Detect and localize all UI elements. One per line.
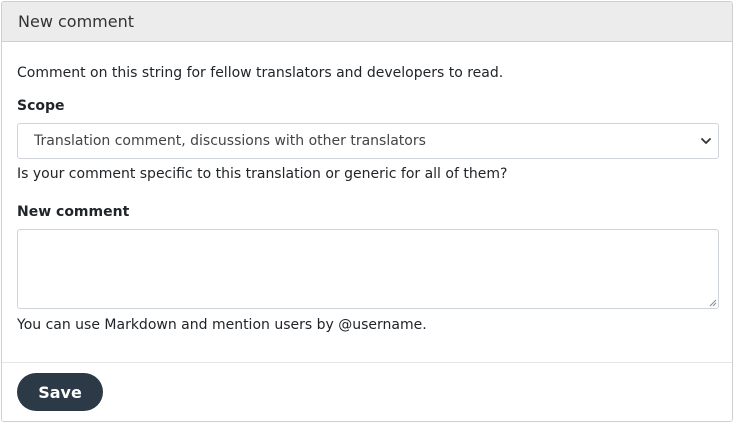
scope-selected-value: Translation comment, discussions with ot… (34, 133, 426, 149)
save-button[interactable]: Save (17, 373, 103, 411)
panel-body: Comment on this string for fellow transl… (2, 42, 732, 334)
comment-help-text: You can use Markdown and mention users b… (17, 317, 427, 333)
panel-header: New comment (2, 2, 732, 42)
chevron-down-icon (701, 138, 711, 144)
resize-grip-icon[interactable] (708, 298, 717, 307)
comment-label: New comment (17, 204, 130, 220)
scope-help-text: Is your comment specific to this transla… (17, 166, 508, 182)
comment-textarea[interactable] (17, 229, 719, 309)
scope-label: Scope (17, 98, 65, 114)
intro-text: Comment on this string for fellow transl… (17, 65, 504, 81)
panel-footer: Save (2, 362, 732, 421)
panel-title: New comment (18, 12, 134, 31)
scope-select[interactable]: Translation comment, discussions with ot… (17, 123, 719, 159)
